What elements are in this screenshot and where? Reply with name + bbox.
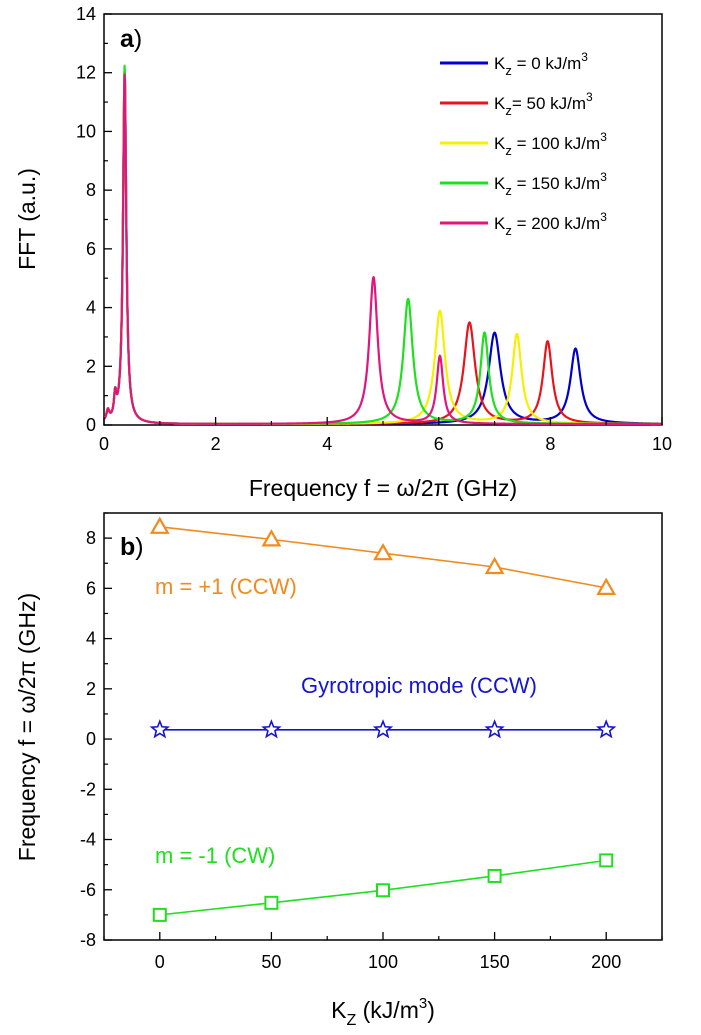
y-tick-label-b: -2 (80, 779, 96, 799)
x-tick-label-b: 50 (261, 952, 281, 972)
panel-label-a: a) (120, 25, 142, 53)
y-axis-title-a: FFT (a.u.) (14, 168, 40, 270)
x-tick-label-a: 10 (652, 434, 672, 454)
x-tick-label-b: 200 (591, 952, 621, 972)
x-tick-label-b: 0 (155, 952, 165, 972)
star-marker (372, 719, 394, 739)
frequency-vs-kz-panel: 0 50 100 150 200 -8 -6 -4 -2 0 2 4 6 8 b) m = +1 (CCW… (14, 512, 663, 1029)
triangle-marker (484, 556, 505, 575)
y-tick-label-a: 8 (86, 180, 96, 200)
y-tick-label-a: 6 (86, 239, 96, 259)
fft-curve (103, 64, 663, 426)
legend-label: Kz = 0 kJ/m3 (494, 50, 588, 78)
annotation-m-minus-1: m = -1 (CW) (155, 843, 275, 868)
fft-curve (103, 70, 663, 425)
y-axis-title-b: Frequency f = ω/2π (GHz) (14, 593, 40, 861)
legend-label: Kz = 100 kJ/m3 (494, 130, 607, 158)
square-marker (152, 907, 167, 922)
y-tick-label-b: 0 (86, 729, 96, 749)
star-marker (596, 719, 617, 739)
annotation-gyrotropic: Gyrotropic mode (CCW) (301, 673, 537, 698)
legend-a: Kz = 0 kJ/m3 Kz= 50 kJ/m3 Kz = 100 kJ/m3 Kz… (440, 50, 607, 238)
fft-curve (103, 70, 663, 426)
triangle-marker (596, 577, 617, 595)
y-tick-label-b: -6 (80, 880, 96, 900)
y-tick-label-a: 10 (76, 121, 96, 141)
x-axis-title-b: KZ (kJ/m3) (331, 995, 435, 1029)
y-tick-label-a: 14 (76, 4, 96, 24)
y-tick-label-a: 0 (86, 415, 96, 435)
star-marker (261, 719, 282, 739)
triangle-marker (149, 516, 170, 534)
x-tick-label-a: 0 (99, 434, 109, 454)
y-tick-label-b: 2 (86, 679, 96, 699)
fft-curves (103, 64, 663, 426)
square-marker (487, 868, 502, 883)
triangle-marker (373, 542, 393, 561)
y-tick-label-b: -4 (80, 830, 96, 850)
y-tick-label-b: 4 (86, 629, 96, 649)
fft-curve (103, 70, 663, 426)
star-marker (484, 719, 505, 739)
y-tick-label-b: -8 (80, 930, 96, 950)
fft-curve (103, 73, 663, 426)
fft-spectrum-panel: 0 2 4 6 8 10 0 2 4 6 8 10 12 14 a) Kz = 0 kJ/m3 Kz= 50… (14, 4, 672, 501)
x-tick-label-a: 2 (211, 434, 221, 454)
legend-label: Kz= 50 kJ/m3 (494, 90, 593, 118)
x-tick-label-a: 4 (322, 434, 332, 454)
y-tick-label-a: 2 (86, 356, 96, 376)
x-tick-label-a: 6 (434, 434, 444, 454)
mode-lines (149, 516, 617, 922)
x-tick-label-b: 150 (480, 952, 510, 972)
triangle-marker (261, 529, 282, 547)
axis-ticks-b: 0 50 100 150 200 -8 -6 -4 -2 0 2 4 6 8 (80, 512, 663, 972)
axis-ticks-a: 0 2 4 6 8 10 0 2 4 6 8 10 12 14 (76, 4, 672, 454)
y-tick-label-b: 8 (86, 528, 96, 548)
square-marker (264, 895, 279, 910)
square-marker (599, 853, 614, 868)
panel-label-b: b) (120, 533, 144, 561)
x-axis-title-a: Frequency f = ω/2π (GHz) (249, 475, 517, 501)
legend-label: Kz = 150 kJ/m3 (494, 170, 607, 198)
x-tick-label-b: 100 (368, 952, 398, 972)
legend-label: Kz = 200 kJ/m3 (494, 210, 607, 238)
y-tick-label-a: 12 (76, 63, 96, 83)
square-marker (376, 883, 390, 898)
x-tick-label-a: 8 (545, 434, 555, 454)
y-tick-label-b: 6 (86, 578, 96, 598)
star-marker (149, 719, 170, 739)
annotation-m-plus-1: m = +1 (CCW) (155, 574, 297, 599)
y-tick-label-a: 4 (86, 298, 96, 318)
